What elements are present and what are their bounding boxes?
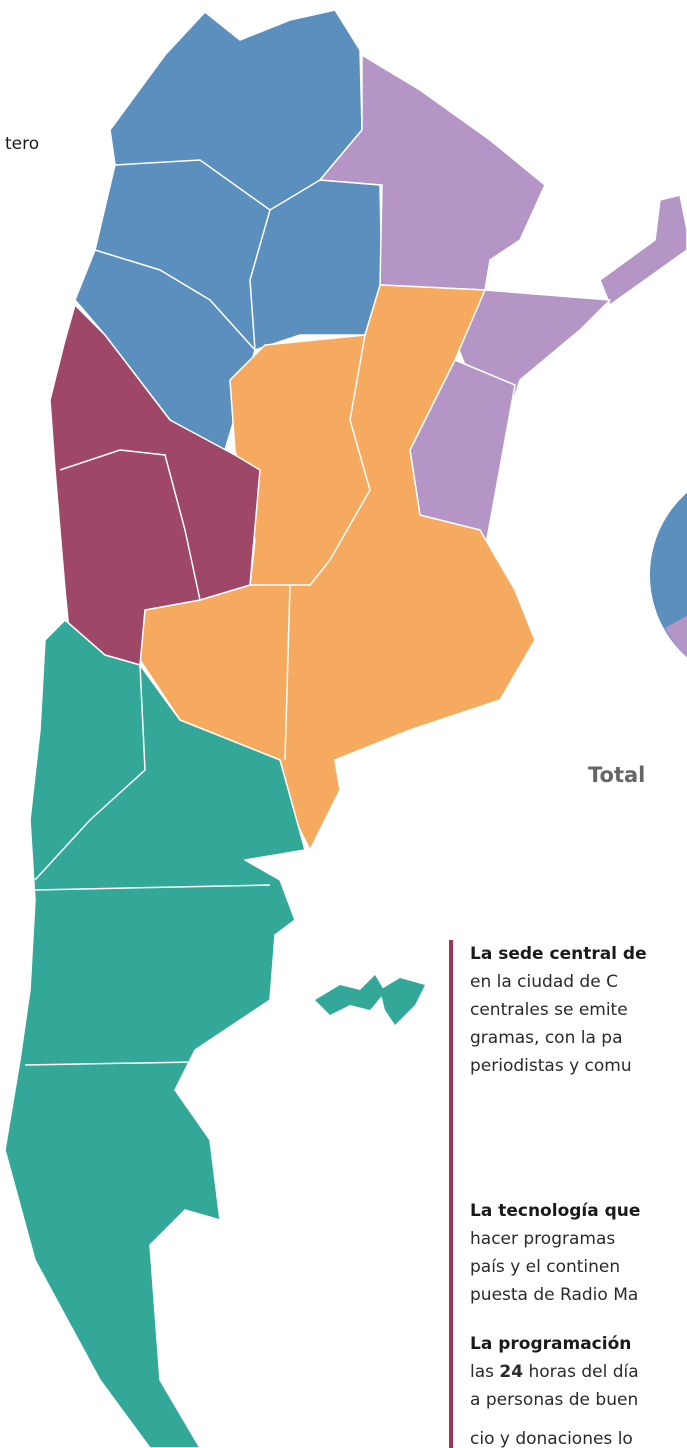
heading: La sede central de xyxy=(470,944,647,964)
map xyxy=(4,9,687,1448)
line: en la ciudad de C xyxy=(470,972,618,992)
line: periodistas y comu xyxy=(470,1056,632,1076)
line: hacer programas xyxy=(470,1229,615,1249)
line: cio y donaciones lo xyxy=(470,1429,633,1448)
label: tero xyxy=(5,134,39,154)
paragraphs: La sede central de en la ciudad de C cen… xyxy=(470,944,647,1448)
text: las xyxy=(470,1362,494,1382)
line: a personas de buen xyxy=(470,1390,638,1410)
accent-bar xyxy=(449,940,453,1448)
region-misiones xyxy=(599,194,687,306)
region-northeast xyxy=(319,54,546,291)
line: las 24 horas del día xyxy=(470,1362,639,1382)
line: gramas, con la pa xyxy=(470,1028,623,1048)
line: país y el continen xyxy=(470,1257,620,1277)
region-northwest xyxy=(74,9,383,451)
line: centrales se emite xyxy=(470,1000,628,1020)
line: puesta de Radio Ma xyxy=(470,1285,638,1305)
region-patagonia xyxy=(4,619,306,1448)
islands xyxy=(315,975,425,1025)
text: horas del día xyxy=(528,1362,638,1382)
region-cuyo xyxy=(49,304,261,666)
heading: La tecnología que xyxy=(470,1201,640,1221)
emphasis: 24 xyxy=(499,1362,523,1382)
heading: La programación xyxy=(470,1334,631,1354)
pie-fragment xyxy=(650,492,687,658)
total-label: Total xyxy=(588,763,645,787)
